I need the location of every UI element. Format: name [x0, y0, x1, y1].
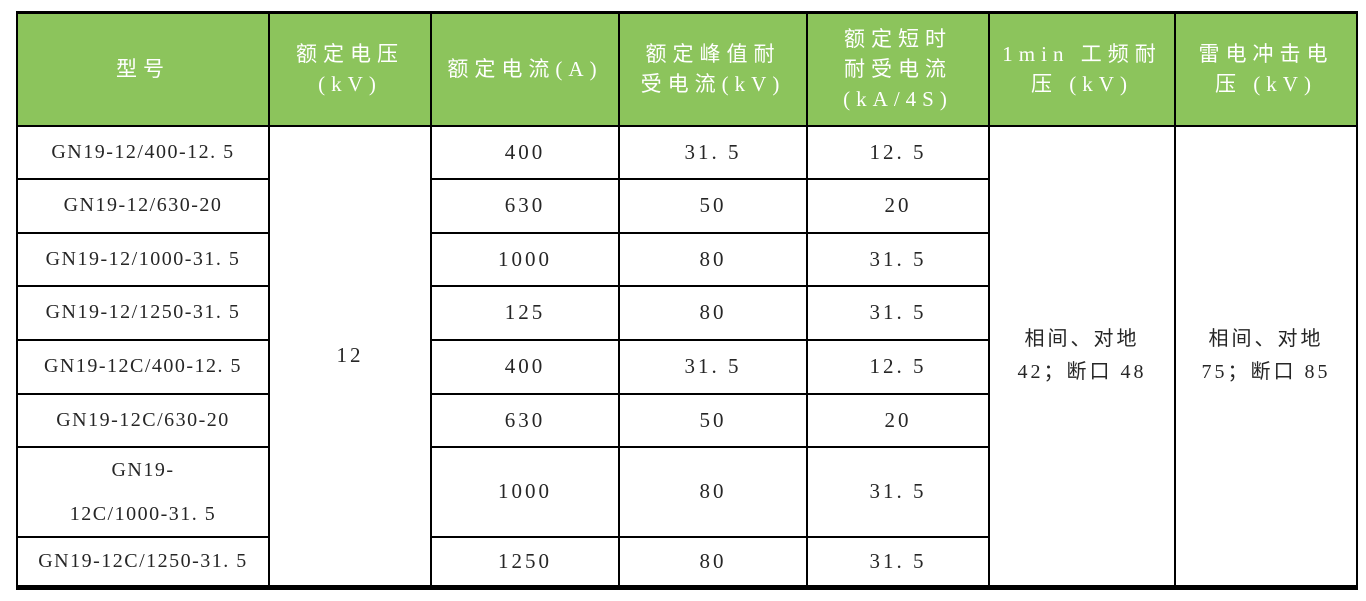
table-row: GN19-12/400-12. 5 12 400 31. 5 12. 5 相间、… — [16, 124, 1358, 589]
cell-rated-current: 1250 — [430, 535, 620, 589]
cell-model: GN19-12C/630-20 — [16, 392, 270, 448]
cell-peak-withstand: 80 — [618, 231, 808, 287]
cell-rated-current: 125 — [430, 284, 620, 341]
cell-short-time-withstand: 31. 5 — [806, 535, 990, 589]
header-model: 型号 — [16, 11, 270, 127]
cell-rated-current: 400 — [430, 338, 620, 395]
header-power-frequency-withstand: 1min 工频耐压 (kV) — [988, 11, 1176, 127]
cell-rated-current: 1000 — [430, 445, 620, 538]
cell-peak-withstand: 31. 5 — [618, 124, 808, 180]
cell-rated-current: 400 — [430, 124, 620, 180]
cell-short-time-withstand: 20 — [806, 177, 990, 234]
header-peak-withstand-current: 额定峰值耐 受电流(kV) — [618, 11, 808, 127]
cell-model: GN19-12C/400-12. 5 — [16, 338, 270, 395]
cell-short-time-withstand: 31. 5 — [806, 231, 990, 287]
cell-short-time-withstand: 31. 5 — [806, 445, 990, 538]
cell-short-time-withstand: 31. 5 — [806, 284, 990, 341]
header-rated-voltage: 额定电压 (kV) — [268, 11, 432, 127]
cell-short-time-withstand: 12. 5 — [806, 124, 990, 180]
cell-model: GN19-12/1000-31. 5 — [16, 231, 270, 287]
cell-peak-withstand: 80 — [618, 445, 808, 538]
cell-model: GN19-12/1250-31. 5 — [16, 284, 270, 341]
cell-rated-current: 630 — [430, 177, 620, 234]
cell-short-time-withstand: 12. 5 — [806, 338, 990, 395]
cell-model: GN19-12/630-20 — [16, 177, 270, 234]
cell-peak-withstand: 50 — [618, 177, 808, 234]
cell-peak-withstand: 80 — [618, 284, 808, 341]
table-row: GN19-12C/400-12. 5 400 31. 5 12. 5 — [16, 338, 1357, 395]
header-rated-current: 额定电流(A) — [430, 11, 620, 127]
cell-rated-voltage-merged: 12 — [268, 124, 432, 589]
cell-peak-withstand: 80 — [618, 535, 808, 589]
table-row: GN19-12C/1250-31. 5 1250 80 31. 5 — [16, 535, 1357, 589]
header-short-time-withstand-current: 额定短时 耐受电流 (kA/4S) — [806, 11, 990, 127]
cell-short-time-withstand: 20 — [806, 392, 990, 448]
cell-rated-current: 1000 — [430, 231, 620, 287]
header-lightning-impulse-voltage: 雷电冲击电压 (kV) — [1174, 11, 1358, 127]
cell-model: GN19- 12C/1000-31. 5 — [16, 445, 270, 538]
table-row: GN19-12/630-20 630 50 20 — [16, 177, 1357, 234]
header-row: 型号 额定电压 (kV) 额定电流(A) 额定峰值耐 受电流(kV) 额定短时 耐受电… — [16, 11, 1358, 127]
table-row: GN19-12C/630-20 630 50 20 — [16, 392, 1357, 448]
cell-power-frequency-merged: 相间、对地 42；断口 48 — [988, 124, 1176, 589]
cell-lightning-impulse-merged: 相间、对地 75；断口 85 — [1174, 124, 1358, 589]
cell-peak-withstand: 50 — [618, 392, 808, 448]
cell-rated-current: 630 — [430, 392, 620, 448]
cell-model: GN19-12C/1250-31. 5 — [16, 535, 270, 589]
table-row: GN19- 12C/1000-31. 5 1000 80 31. 5 — [16, 445, 1357, 538]
table-row: GN19-12/1000-31. 5 1000 80 31. 5 — [16, 231, 1357, 287]
spec-table: 型号 额定电压 (kV) 额定电流(A) 额定峰值耐 受电流(kV) 额定短时 耐受电… — [16, 11, 1358, 590]
cell-model: GN19-12/400-12. 5 — [16, 124, 270, 180]
cell-peak-withstand: 31. 5 — [618, 338, 808, 395]
table-row: GN19-12/1250-31. 5 125 80 31. 5 — [16, 284, 1357, 341]
